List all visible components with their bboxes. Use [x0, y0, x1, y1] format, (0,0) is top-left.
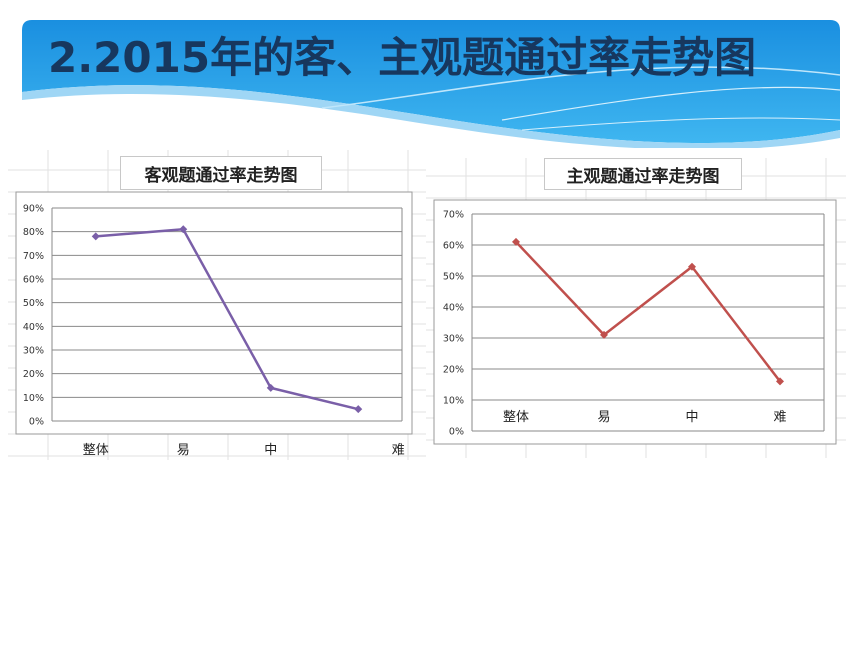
- subjective-chart-title: 主观题通过率走势图: [544, 158, 742, 190]
- objective-x-tick-label: 中: [264, 443, 277, 458]
- objective-chart-area: [15, 191, 413, 435]
- objective-y-tick-label: 40%: [23, 322, 44, 333]
- subjective-x-tick-label: 难: [773, 410, 786, 425]
- objective-y-tick-label: 60%: [23, 275, 44, 286]
- subjective-y-tick-label: 40%: [443, 303, 464, 314]
- subjective-chart-area: [433, 199, 837, 445]
- subjective-y-tick-label: 70%: [443, 210, 464, 221]
- objective-y-tick-label: 70%: [23, 251, 44, 262]
- subjective-data-point: [512, 237, 520, 246]
- objective-y-tick-label: 30%: [23, 346, 44, 357]
- subjective-x-tick-label: 整体: [503, 410, 529, 425]
- subjective-x-tick-label: 中: [685, 410, 698, 425]
- objective-chart-svg: 0% 10% 20% 30% 40% 50% 60% 70% 80% 90% 整体 易 中 难: [8, 150, 426, 460]
- objective-y-tick-label: 0%: [29, 417, 44, 428]
- objective-x-tick-label: 难: [392, 443, 405, 458]
- subjective-x-tick-label: 易: [597, 410, 610, 425]
- objective-y-tick-label: 10%: [23, 393, 44, 404]
- subjective-y-tick-label: 0%: [449, 427, 464, 438]
- objective-data-point: [354, 405, 363, 414]
- objective-x-tick-label: 整体: [83, 443, 109, 458]
- objective-y-tick-label: 20%: [23, 369, 44, 380]
- subjective-y-tick-label: 30%: [443, 334, 464, 345]
- subjective-y-tick-label: 50%: [443, 272, 464, 283]
- objective-y-tick-label: 90%: [23, 204, 44, 215]
- objective-data-point: [91, 232, 100, 241]
- subjective-y-tick-label: 20%: [443, 365, 464, 376]
- objective-chart: 0% 10% 20% 30% 40% 50% 60% 70% 80% 90% 整体 易 中 难 客观题通过…: [8, 150, 426, 460]
- subjective-series-line: [515, 241, 781, 383]
- subjective-y-tick-label: 10%: [443, 396, 464, 407]
- subjective-data-point: [776, 377, 784, 386]
- objective-data-point: [179, 225, 188, 234]
- title-banner: [22, 20, 840, 148]
- objective-series-line: [95, 228, 359, 411]
- subjective-chart-svg: 0% 10% 20% 30% 40% 50% 60% 70% 整体 易 中 难: [426, 158, 846, 458]
- subjective-data-point: [688, 262, 696, 271]
- subjective-data-point: [600, 330, 608, 339]
- subjective-chart: 0% 10% 20% 30% 40% 50% 60% 70% 整体 易 中 难 主观题通过率走势图: [426, 158, 846, 458]
- objective-y-tick-label: 50%: [23, 298, 44, 309]
- objective-data-point: [266, 383, 275, 392]
- slide-title: 2.2015年的客、主观题通过率走势图: [48, 33, 757, 82]
- subjective-y-tick-label: 60%: [443, 241, 464, 252]
- objective-x-tick-label: 易: [177, 443, 190, 458]
- objective-chart-title: 客观题通过率走势图: [120, 156, 322, 190]
- objective-y-tick-label: 80%: [23, 227, 44, 238]
